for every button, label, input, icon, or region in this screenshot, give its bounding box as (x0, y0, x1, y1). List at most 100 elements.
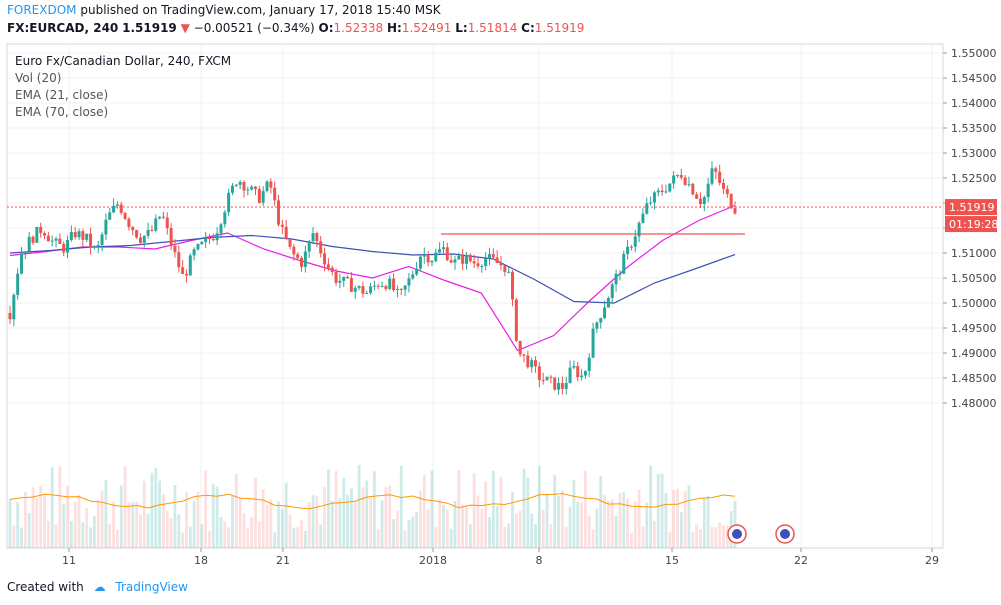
candle-body (257, 188, 261, 203)
candle-body (108, 212, 112, 220)
volume-bar (46, 520, 50, 548)
candle-body (683, 177, 687, 185)
candle-body (238, 181, 242, 185)
candle-body (196, 244, 200, 250)
volume-bar (361, 487, 365, 548)
legend-vol: Vol (20) (15, 71, 62, 85)
candle-body (725, 188, 729, 195)
volume-bar (591, 529, 595, 548)
candle-body (242, 181, 246, 191)
volume-bar (488, 516, 491, 548)
volume-bar (231, 495, 234, 548)
volume-bar (380, 500, 384, 548)
volume-bar (89, 527, 92, 548)
candle-body (365, 292, 369, 294)
candle-body (342, 276, 346, 281)
candle-body (77, 231, 81, 238)
candle-body (710, 168, 714, 184)
candle-body (721, 182, 725, 189)
candle-body (204, 237, 208, 243)
footer: Created with ☁ TradingView (7, 580, 188, 594)
candle-body (104, 219, 108, 235)
volume-bar (196, 491, 200, 548)
volume-bar (603, 495, 606, 548)
tradingview-link[interactable]: TradingView (115, 580, 188, 594)
volume-bar (119, 485, 123, 548)
candle-body (411, 274, 415, 279)
y-tick-label: 1.48000 (951, 397, 997, 410)
candle-body (158, 216, 162, 219)
volume-bar (69, 521, 73, 548)
volume-bar (177, 514, 181, 548)
candle-body (115, 204, 119, 206)
volume-bar (326, 469, 330, 548)
candle-body (672, 175, 676, 184)
volume-bar (192, 501, 196, 548)
candle-body (161, 216, 165, 218)
volume-bar (415, 511, 419, 548)
candle-body (207, 237, 211, 240)
candle-body (230, 185, 234, 193)
volume-bar (234, 473, 238, 548)
candle-body (583, 370, 587, 376)
candle-body (188, 255, 192, 276)
candle-body (545, 376, 549, 381)
y-tick-label: 1.50000 (951, 297, 997, 310)
candle-body (376, 285, 380, 287)
volume-bar (718, 522, 722, 548)
candle-body (303, 251, 307, 267)
candle-body (112, 205, 116, 213)
volume-bar (699, 529, 702, 548)
volume-bar (16, 501, 20, 548)
volume-bar (430, 470, 434, 548)
volume-bar (357, 464, 361, 548)
candle-body (127, 218, 131, 227)
candle-body (388, 278, 392, 289)
volume-bar (280, 509, 284, 548)
candle-body (503, 265, 507, 272)
volume-bar (211, 483, 215, 548)
x-tick-label: 11 (62, 554, 76, 567)
candle-body (261, 191, 265, 203)
volume-bar (20, 527, 23, 548)
candle-body (154, 218, 158, 231)
volume-bar (560, 490, 564, 548)
candle-body (215, 233, 219, 241)
candle-body (169, 228, 173, 246)
volume-bar (537, 465, 541, 548)
y-tick-label: 1.52500 (951, 172, 997, 185)
candle-body (537, 366, 541, 380)
candle-body (426, 254, 430, 263)
volume-bar (43, 493, 46, 548)
volume-bar (476, 495, 480, 548)
publisher-link[interactable]: FOREXDOM (7, 3, 77, 17)
symbol-label: FX:EURCAD, 240 (7, 21, 119, 35)
volume-bar (549, 524, 553, 548)
y-tick-label: 1.53500 (951, 122, 997, 135)
y-tick-label: 1.54500 (951, 72, 997, 85)
candle-body (150, 229, 154, 231)
volume-bar (392, 518, 395, 548)
candle-body (499, 262, 503, 266)
volume-bar (73, 501, 77, 548)
volume-bar (238, 498, 242, 548)
volume-bar (12, 524, 16, 548)
volume-bar (576, 501, 580, 548)
open-label: O: (318, 21, 334, 35)
candle-body (526, 355, 530, 368)
price-chart[interactable]: 1.555001.550001.545001.540001.535001.530… (0, 40, 1001, 580)
candle-body (89, 233, 93, 247)
volume-bar (595, 508, 599, 548)
candle-body (668, 183, 672, 192)
volume-bar (92, 516, 96, 548)
candle-body (729, 194, 733, 208)
candle-body (572, 366, 576, 368)
candle-body (46, 235, 50, 242)
volume-bar (695, 524, 699, 548)
volume-bar (376, 529, 380, 548)
volume-bar (384, 486, 388, 548)
candle-body (338, 280, 342, 283)
price-tag-bg (945, 199, 997, 216)
x-tick-label: 22 (794, 554, 808, 567)
volume-bar (173, 484, 177, 548)
